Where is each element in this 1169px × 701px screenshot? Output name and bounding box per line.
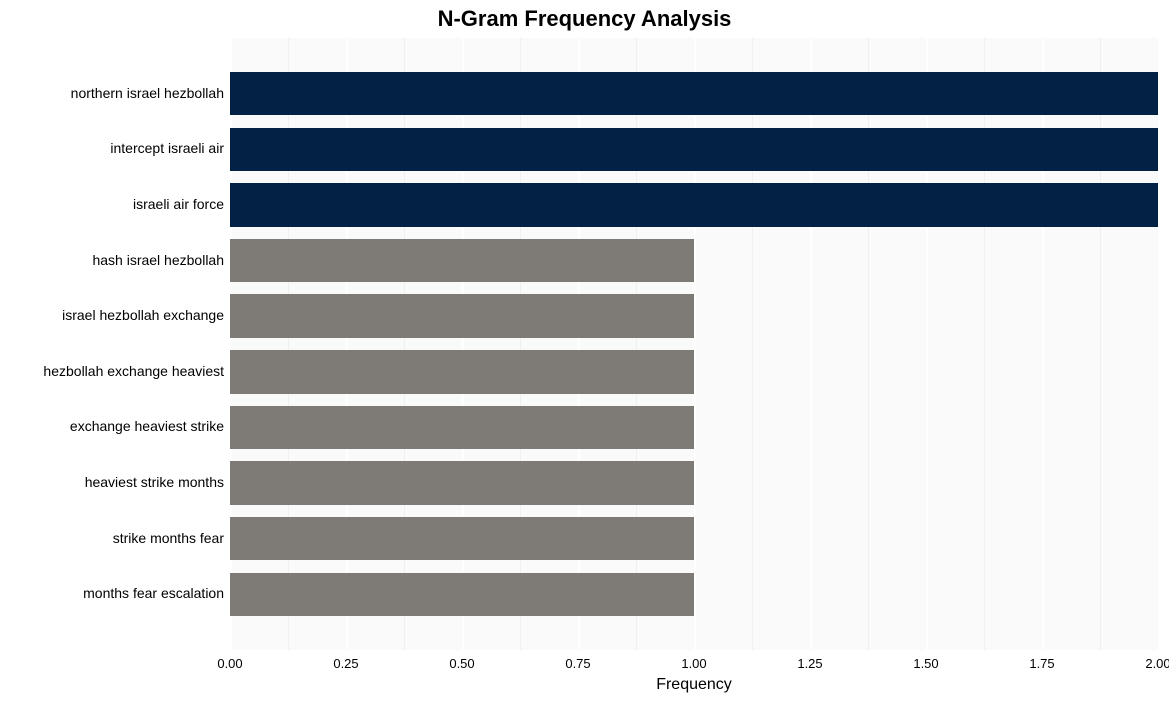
bar <box>230 573 694 616</box>
y-tick-label: israeli air force <box>133 196 224 212</box>
y-tick-label: northern israel hezbollah <box>71 85 224 101</box>
bar <box>230 294 694 337</box>
y-tick-label: intercept israeli air <box>110 140 224 156</box>
chart-title: N-Gram Frequency Analysis <box>0 6 1169 32</box>
grid-line-major <box>1158 38 1160 650</box>
y-tick-label: heaviest strike months <box>85 474 224 490</box>
plot-area <box>230 38 1158 650</box>
x-tick-label: 0.00 <box>217 656 242 671</box>
y-tick-label: israel hezbollah exchange <box>62 307 224 323</box>
y-tick-label: hash israel hezbollah <box>92 252 224 268</box>
bar <box>230 461 694 504</box>
bar <box>230 72 1158 115</box>
bar <box>230 406 694 449</box>
x-tick-label: 0.25 <box>333 656 358 671</box>
y-tick-label: months fear escalation <box>83 585 224 601</box>
x-tick-label: 0.50 <box>449 656 474 671</box>
chart-container: N-Gram Frequency Analysis northern israe… <box>0 0 1169 701</box>
x-tick-label: 1.75 <box>1029 656 1054 671</box>
x-axis-title: Frequency <box>230 676 1158 694</box>
x-tick-label: 1.25 <box>797 656 822 671</box>
bar <box>230 239 694 282</box>
y-tick-label: exchange heaviest strike <box>70 418 224 434</box>
bar <box>230 128 1158 171</box>
bar <box>230 350 694 393</box>
y-tick-label: hezbollah exchange heaviest <box>43 363 224 379</box>
bar <box>230 517 694 560</box>
x-tick-label: 1.00 <box>681 656 706 671</box>
x-tick-label: 1.50 <box>913 656 938 671</box>
bar <box>230 183 1158 226</box>
x-tick-label: 2.00 <box>1145 656 1169 671</box>
y-tick-label: strike months fear <box>113 530 224 546</box>
x-tick-label: 0.75 <box>565 656 590 671</box>
